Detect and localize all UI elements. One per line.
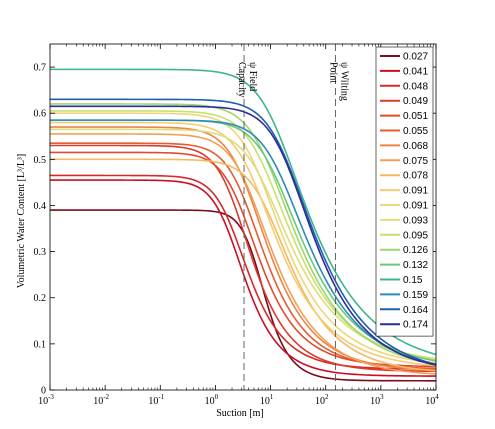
y-axis-title: Volumetric Water Content [L³/L³] <box>16 154 27 289</box>
legend-label-11: 0.091 <box>403 201 428 212</box>
legend-label-3: 0.048 <box>403 81 428 92</box>
series-line-17 <box>50 119 437 366</box>
legend-label-13: 0.095 <box>403 230 428 241</box>
plot-frame <box>49 43 437 391</box>
series-line-8 <box>50 133 437 375</box>
legend-label-4: 0.049 <box>403 96 428 107</box>
legend-label-14: 0.126 <box>403 245 428 256</box>
axis-ticks <box>49 44 437 391</box>
legend-label-15: 0.132 <box>403 260 428 271</box>
threshold-lines <box>243 44 336 390</box>
y-tick-label: 0.7 <box>34 63 47 74</box>
legend-label-17: 0.159 <box>403 290 428 301</box>
threshold-label-1: ψ FieldCapacity <box>236 62 258 98</box>
x-tick-label: 104 <box>425 393 439 407</box>
x-tick-label: 10-1 <box>148 393 164 407</box>
x-tick-label: 101 <box>260 393 274 407</box>
x-tick-label: 102 <box>315 393 329 407</box>
x-tick-label: 10-3 <box>38 393 54 407</box>
legend-label-12: 0.093 <box>403 215 428 226</box>
y-tick-label: 0.4 <box>34 201 47 212</box>
series-line-3 <box>50 174 437 370</box>
series-line-10 <box>50 121 437 367</box>
series-line-4 <box>50 144 437 373</box>
y-tick-label: 0.5 <box>34 155 47 166</box>
series-line-9 <box>50 158 437 372</box>
y-tick-label: 0.1 <box>34 339 47 350</box>
legend-label-18: 0.164 <box>403 305 428 316</box>
legend-label-9: 0.078 <box>403 171 428 182</box>
series-line-18 <box>50 98 437 366</box>
series-line-14 <box>50 103 437 365</box>
legend-label-5: 0.051 <box>403 111 428 122</box>
threshold-label-2: ψ WiltingPoint <box>327 62 349 101</box>
series-line-2 <box>50 179 437 377</box>
x-tick-label: 103 <box>370 393 384 407</box>
x-tick-label: 10-2 <box>93 393 109 407</box>
x-axis-title: Suction [m] <box>216 408 264 419</box>
threshold-annotations: ψ FieldCapacity ψ WiltingPoint <box>236 62 349 101</box>
legend-box <box>375 46 434 337</box>
legend-label-10: 0.091 <box>403 186 428 197</box>
legend-label-6: 0.055 <box>403 126 428 137</box>
series-line-11 <box>50 112 437 364</box>
legend-label-7: 0.068 <box>403 141 428 152</box>
curve-layer <box>50 68 437 382</box>
y-tick-label: 0.3 <box>34 247 47 258</box>
series-line-19 <box>50 105 437 366</box>
x-tick-label: 100 <box>205 393 219 407</box>
axis-tick-labels: 10-3 10-2 10-1 100 101 102 103 104 0 0.1 0.2 0.3 0.4… <box>34 63 440 407</box>
legend: 0.027 0.041 0.048 0.049 0.051 0.055 0.068 0.075… <box>375 46 434 337</box>
legend-label-19: 0.174 <box>403 320 428 331</box>
y-tick-label: 0.2 <box>34 293 47 304</box>
legend-label-16: 0.15 <box>403 275 423 286</box>
series-line-16 <box>50 68 437 356</box>
legend-label-8: 0.075 <box>403 156 428 167</box>
y-tick-label: 0 <box>41 386 46 397</box>
legend-label-1: 0.027 <box>403 52 428 63</box>
y-tick-label: 0.6 <box>34 109 47 120</box>
legend-label-2: 0.041 <box>403 66 428 77</box>
